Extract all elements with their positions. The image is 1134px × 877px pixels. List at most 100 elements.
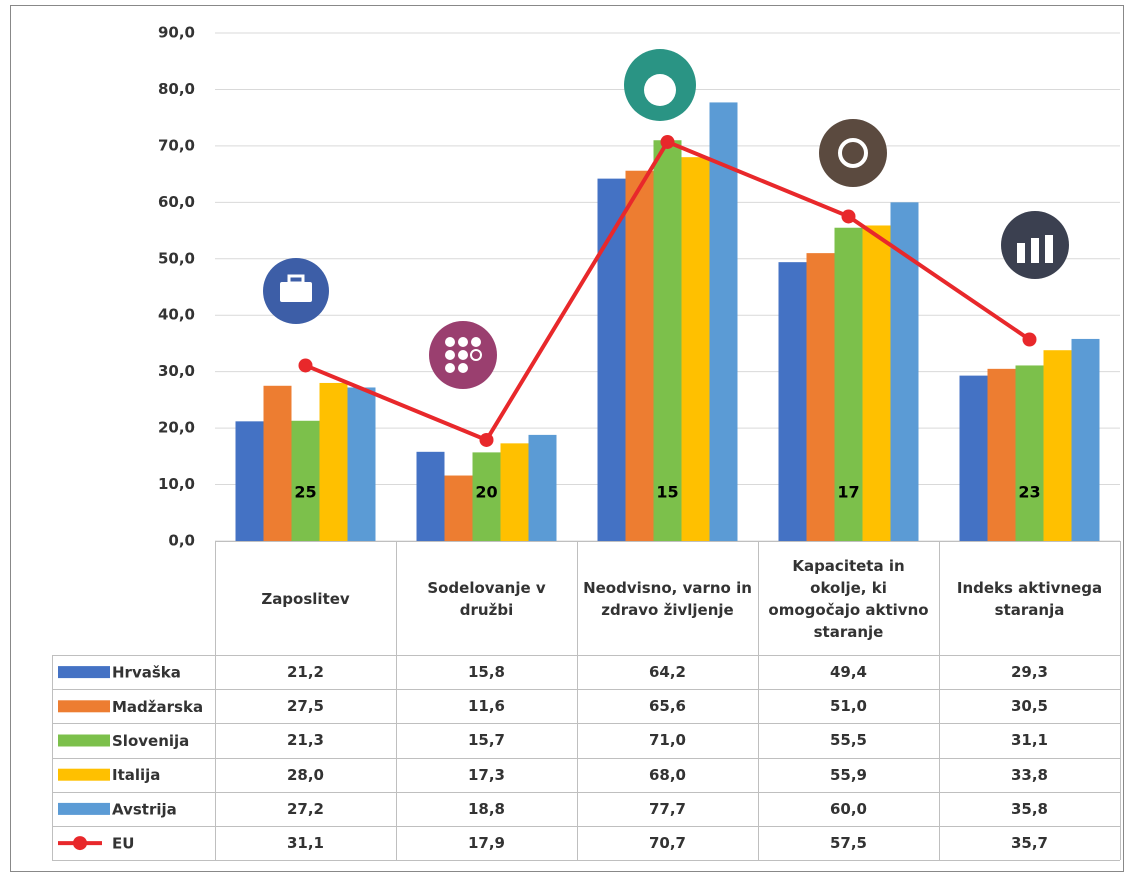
table-line: [52, 860, 1120, 862]
table-value: 21,3: [286, 731, 324, 750]
table-value: 31,1: [1010, 731, 1048, 750]
table-value: 17,9: [467, 834, 505, 853]
y-tick-label: 30,0: [158, 362, 195, 380]
bar: [1043, 350, 1072, 541]
table-value: 29,3: [1010, 663, 1048, 682]
table-value: 11,6: [467, 697, 505, 716]
line-marker: [660, 134, 675, 149]
table-value: 15,8: [467, 663, 505, 682]
table-line: [52, 757, 1120, 759]
legend-label: Hrvaška: [112, 664, 181, 682]
table-value: 55,5: [829, 731, 867, 750]
y-tick-label: 90,0: [158, 24, 195, 42]
category-label: Indeks aktivnega staranja: [956, 578, 1103, 619]
y-tick-label: 50,0: [158, 249, 195, 267]
table-value: 55,9: [829, 765, 867, 784]
icon-glyph: [287, 274, 305, 285]
table-value: 15,7: [467, 731, 505, 750]
table-value: 71,0: [648, 731, 686, 750]
table-value: 17,3: [467, 765, 505, 784]
bar: [625, 170, 654, 542]
table-line: [52, 689, 1120, 691]
y-tick-label: 20,0: [158, 419, 195, 437]
bar: [681, 157, 710, 541]
icon-glyph: [280, 282, 312, 302]
legend-swatch: [58, 666, 110, 679]
legend-label: Slovenija: [112, 732, 189, 750]
bar: [806, 253, 835, 541]
table-line: [758, 541, 759, 861]
table-value: 49,4: [829, 663, 867, 682]
bar: [987, 368, 1016, 541]
table-value: 31,1: [286, 834, 324, 853]
bar: [263, 385, 292, 541]
table-line: [215, 541, 1120, 542]
y-tick-label: 0,0: [168, 532, 195, 550]
table-value: 77,7: [648, 799, 686, 818]
category-label: Zaposlitev: [261, 589, 350, 608]
table-value: 30,5: [1010, 697, 1048, 716]
bar: [416, 451, 445, 541]
table-value: 51,0: [829, 697, 867, 716]
table-value: 18,8: [467, 799, 505, 818]
category-label: Neodvisno, varno in zdravo življenje: [583, 578, 752, 619]
table-line: [52, 655, 53, 861]
legend-key: Slovenija: [58, 732, 189, 750]
legend-label: Avstrija: [112, 800, 177, 818]
table-value: 27,5: [286, 697, 324, 716]
icon-glyph: [644, 74, 676, 106]
table-line: [215, 541, 216, 861]
category-label: Sodelovanje v družbi: [427, 578, 546, 619]
bar: [834, 227, 863, 541]
legend-key: Hrvaška: [58, 664, 181, 682]
rank-label: 20: [475, 483, 497, 502]
bar: [444, 475, 473, 541]
table-line: [52, 723, 1120, 725]
y-tick-label: 40,0: [158, 306, 195, 324]
bar: [653, 140, 682, 541]
icon-glyph: [445, 337, 482, 373]
icons: [263, 49, 1069, 389]
table-value: 28,0: [286, 765, 324, 784]
line-marker: [841, 209, 856, 224]
icon-glyph: [838, 138, 868, 168]
icon-environment: [819, 119, 887, 187]
y-tick-label: 10,0: [158, 475, 195, 493]
rank-label: 17: [837, 483, 859, 502]
legend-swatch: [58, 700, 110, 713]
table-value: 35,7: [1010, 834, 1048, 853]
legend-key: Madžarska: [58, 698, 203, 716]
legend-marker: [73, 836, 87, 851]
table-line: [396, 541, 397, 861]
table-value: 64,2: [648, 663, 686, 682]
bar: [472, 452, 501, 541]
table-value: 21,2: [286, 663, 324, 682]
category-label: Kapaciteta in okolje, ki omogočajo aktiv…: [768, 556, 929, 641]
table-value: 65,6: [648, 697, 686, 716]
table-value: 57,5: [829, 834, 867, 853]
bar: [862, 225, 891, 541]
table-line: [52, 826, 1120, 827]
table-line: [1120, 541, 1121, 861]
y-tick-label: 80,0: [158, 80, 195, 98]
table-value: 35,8: [1010, 799, 1048, 818]
table-value: 33,8: [1010, 765, 1048, 784]
line-marker: [298, 358, 313, 373]
table-value: 60,0: [829, 799, 867, 818]
rank-label: 15: [656, 483, 678, 502]
bar: [597, 178, 626, 542]
table-value: 68,0: [648, 765, 686, 784]
table-value: 27,2: [286, 799, 324, 818]
legend-key: EU: [58, 835, 134, 853]
rank-label: 23: [1018, 483, 1040, 502]
table-line: [577, 541, 578, 861]
legend-label: Italija: [112, 766, 160, 784]
line-marker: [1022, 332, 1037, 347]
bar: [500, 443, 529, 541]
legend-swatch: [58, 734, 110, 747]
bar: [528, 434, 557, 541]
y-tick-label: 60,0: [158, 193, 195, 211]
table-line: [939, 541, 940, 861]
